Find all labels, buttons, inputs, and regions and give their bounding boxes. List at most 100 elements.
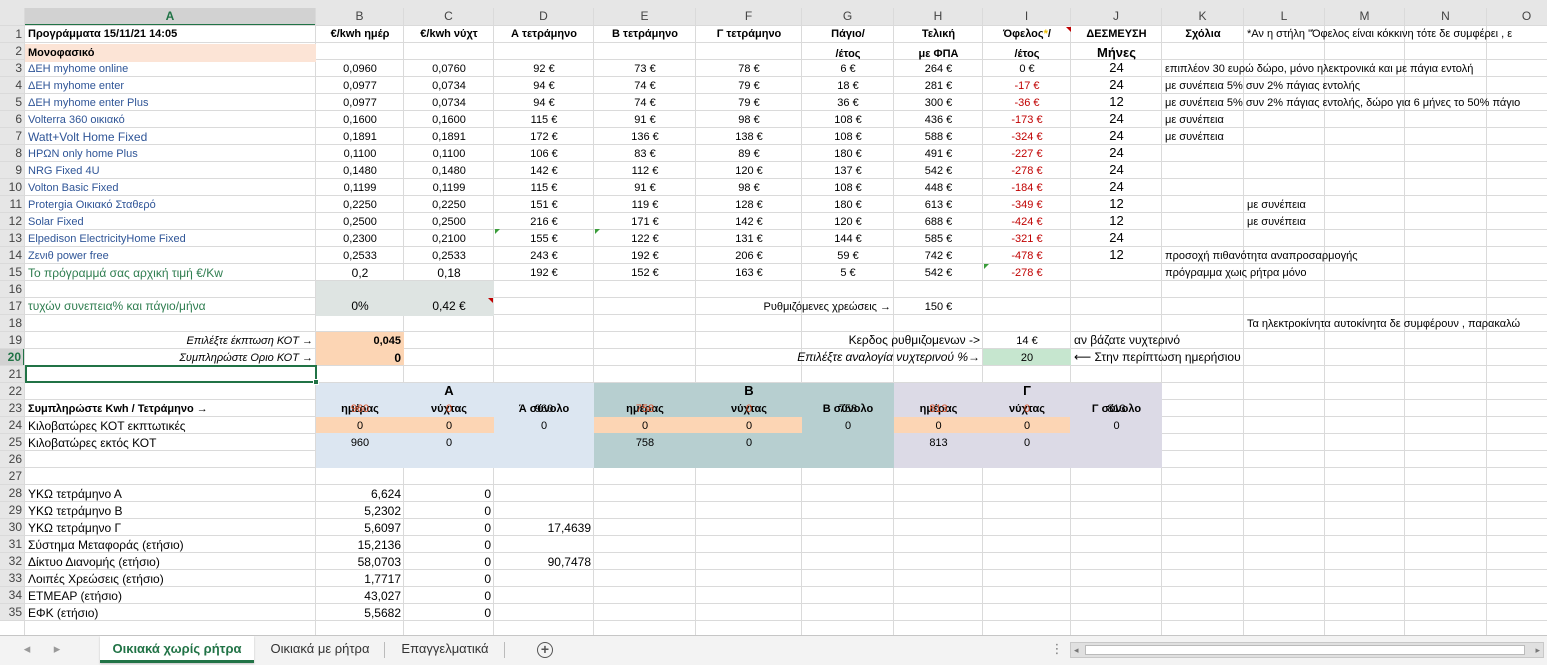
more-options-icon[interactable]: ⋮	[1050, 641, 1064, 656]
cell-k1[interactable]: Σχόλια	[1185, 28, 1221, 40]
cell-a19[interactable]: Συμπληρώστε Οριο ΚΟΤ →	[179, 352, 313, 364]
scroll-left-icon[interactable]: ◂	[1074, 645, 1079, 655]
cell-c5[interactable]: 0,0734	[432, 97, 466, 109]
cell-b1[interactable]: €/kwh ημέρ	[330, 28, 390, 40]
cell-i7[interactable]: -324 €	[1011, 131, 1043, 143]
row-header-7[interactable]: 7	[0, 128, 25, 145]
cell-e3[interactable]: 73 €	[634, 63, 656, 75]
column-header-j[interactable]: J	[1071, 8, 1162, 26]
cell-c12[interactable]: 0,2500	[432, 216, 466, 228]
cell-b14[interactable]: 0,2533	[343, 250, 377, 262]
cell-d30[interactable]: 17,4639	[547, 521, 591, 535]
row-header-23[interactable]: 23	[0, 400, 25, 417]
cell-i10[interactable]: -184 €	[1011, 182, 1043, 194]
comment-indicator-i1[interactable]	[1066, 27, 1071, 32]
cell-a10[interactable]: Volton Basic Fixed	[28, 182, 119, 194]
cell-j6[interactable]: 24	[1109, 111, 1124, 126]
tab-nav-prev[interactable]: ◂	[23, 641, 31, 656]
cell-a24[interactable]: Κιλοβατώρες ΚΟΤ εκπτωτικές	[28, 419, 186, 433]
row-header-16[interactable]: 16	[0, 281, 25, 298]
cell-g23[interactable]: 758	[838, 403, 858, 415]
row-header-13[interactable]: 13	[0, 230, 25, 247]
cell-b24[interactable]: 0	[356, 420, 364, 432]
cell-f9[interactable]: 120 €	[735, 165, 763, 177]
cell-b16[interactable]: 0%	[351, 299, 369, 313]
cell-c3[interactable]: 0,0760	[432, 63, 466, 75]
row-header-15[interactable]: 15	[0, 264, 25, 281]
row-header-11[interactable]: 11	[0, 196, 25, 213]
cell-g7[interactable]: 108 €	[834, 131, 862, 143]
cell-j2[interactable]: Μήνες	[1097, 45, 1136, 60]
cell-a35[interactable]: ΕΦΚ (ετήσιο)	[28, 606, 99, 620]
column-header-g[interactable]: G	[802, 8, 894, 26]
comment-indicator-c16[interactable]	[488, 298, 493, 303]
cell-g8[interactable]: 180 €	[834, 148, 862, 160]
cell-a15[interactable]: Το πρόγραμμά σας αρχική τιμή €/Kw	[28, 266, 223, 280]
column-header-i[interactable]: I	[983, 8, 1071, 26]
cell-e1[interactable]: Β τετράμηνο	[612, 28, 678, 40]
cell-d23[interactable]: 960	[534, 403, 554, 415]
cell-j10[interactable]: 24	[1109, 179, 1124, 194]
cell-e5[interactable]: 74 €	[634, 97, 656, 109]
cell-f4[interactable]: 79 €	[738, 80, 760, 92]
tab-oikiaka-xoris-ritra[interactable]: Οικιακά χωρίς ρήτρα	[100, 636, 254, 663]
cell-g2[interactable]: /έτος	[835, 48, 861, 60]
cell-c8[interactable]: 0,1100	[432, 148, 466, 160]
fill-handle[interactable]	[313, 379, 319, 385]
row-header-33[interactable]: 33	[0, 570, 25, 587]
cell-i6[interactable]: -173 €	[1011, 114, 1043, 126]
cell-c23[interactable]: 0	[445, 403, 453, 415]
cell-f6[interactable]: 98 €	[738, 114, 760, 126]
cell-c30[interactable]: 0	[484, 521, 491, 535]
cell-i5[interactable]: -36 €	[1014, 97, 1040, 109]
cell-b28[interactable]: 6,624	[370, 487, 401, 501]
cell-d1[interactable]: Α τετράμηνο	[511, 28, 577, 40]
column-header-d[interactable]: D	[494, 8, 594, 26]
cell-c29[interactable]: 0	[484, 504, 491, 518]
cell-c10[interactable]: 0,1199	[432, 182, 466, 194]
cell-c6[interactable]: 0,1600	[432, 114, 466, 126]
cell-e14[interactable]: 192 €	[631, 250, 659, 262]
cell-a16[interactable]: τυχών συνεπεια% και πάγιο/μήνα	[28, 299, 206, 313]
cell-g15[interactable]: 5 €	[840, 267, 856, 279]
cell-i1[interactable]: Όφελος*/	[983, 26, 1071, 42]
cell-d4[interactable]: 94 €	[533, 80, 555, 92]
select-all-corner[interactable]	[0, 8, 25, 26]
cell-c13[interactable]: 0,2100	[432, 233, 466, 245]
cell-k12[interactable]: με συνέπεια	[1247, 216, 1306, 228]
cell-j24[interactable]: 0	[1113, 420, 1120, 432]
cell-a31[interactable]: Σύστημα Μεταφοράς (ετήσιο)	[28, 538, 184, 552]
cell-e25[interactable]: 758	[635, 437, 655, 449]
cell-g10[interactable]: 108 €	[834, 182, 862, 194]
column-header-m[interactable]: M	[1325, 8, 1405, 26]
cell-d14[interactable]: 243 €	[530, 250, 558, 262]
cell-h6[interactable]: 436 €	[924, 114, 953, 126]
cell-j9[interactable]: 24	[1109, 162, 1124, 177]
column-header-n[interactable]: N	[1405, 8, 1487, 26]
cell-c24[interactable]: 0	[445, 420, 453, 432]
scroll-right-icon[interactable]: ▸	[1535, 645, 1540, 655]
cell-c4[interactable]: 0,0734	[432, 80, 466, 92]
cell-e7[interactable]: 136 €	[631, 131, 659, 143]
cell-a18[interactable]: Επιλέξτε έκπτωση ΚΟΤ →	[186, 335, 313, 347]
cell-h12[interactable]: 688 €	[924, 216, 953, 228]
row-header-32[interactable]: 32	[0, 553, 25, 570]
row-header-2[interactable]: 2	[0, 43, 25, 60]
cell-h14[interactable]: 742 €	[924, 250, 953, 262]
row-header-10[interactable]: 10	[0, 179, 25, 196]
cell-k6[interactable]: με συνέπεια	[1165, 114, 1224, 126]
cell-e13[interactable]: 122 €	[631, 233, 659, 245]
cell-b9[interactable]: 0,1480	[343, 165, 377, 177]
cell-e9[interactable]: 112 €	[631, 165, 659, 177]
row-header-21[interactable]: 21	[0, 366, 25, 383]
cell-f25[interactable]: 0	[745, 437, 753, 449]
cell-i3[interactable]: 0 €	[1019, 63, 1035, 75]
cell-c33[interactable]: 0	[484, 572, 491, 586]
cell-b8[interactable]: 0,1100	[343, 148, 377, 160]
cell-b31[interactable]: 15,2136	[357, 538, 401, 552]
cell-b35[interactable]: 5,5682	[364, 606, 401, 620]
cell-b5[interactable]: 0,0977	[343, 97, 377, 109]
cell-d32[interactable]: 90,7478	[547, 555, 591, 569]
cell-d5[interactable]: 94 €	[533, 97, 555, 109]
